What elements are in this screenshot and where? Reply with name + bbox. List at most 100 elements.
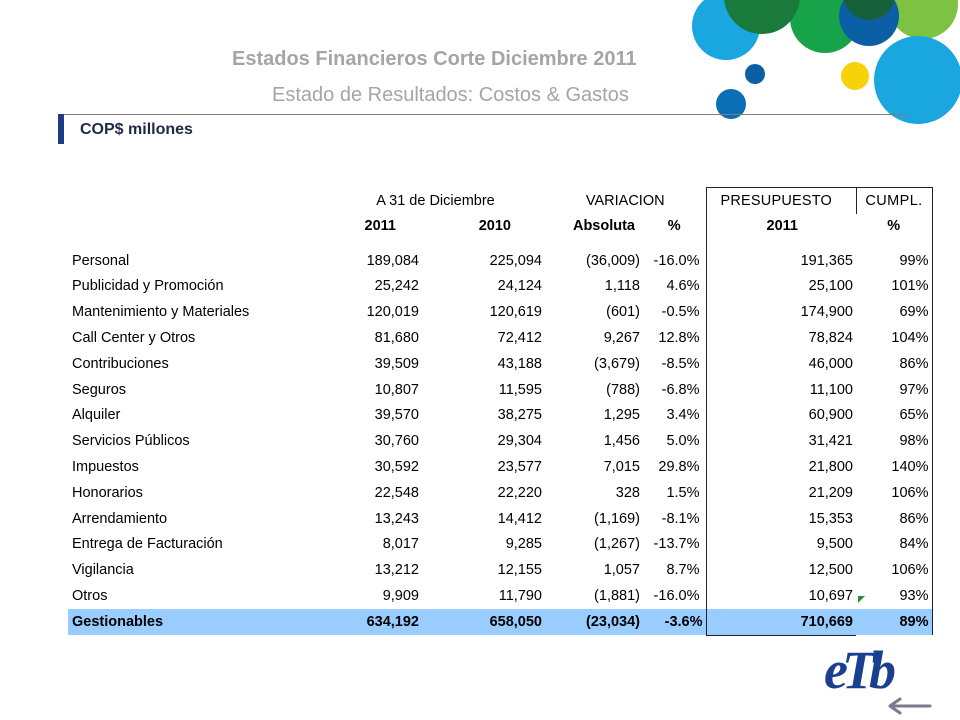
units-accent-bar bbox=[58, 114, 64, 144]
header-variation-group: VARIACION bbox=[585, 192, 665, 209]
compliance-percent: 65% bbox=[856, 402, 933, 429]
variation-percent: 3.4% bbox=[666, 407, 700, 424]
etb-logo: eTb bbox=[824, 640, 901, 700]
value-2011: 25,242 bbox=[374, 278, 419, 295]
sky-blue-large-circle bbox=[874, 36, 960, 124]
compliance-percent: 84% bbox=[856, 531, 933, 558]
value-2010: 23,577 bbox=[497, 459, 542, 476]
value-2011: 10,807 bbox=[374, 381, 419, 398]
page-title: Estados Financieros Corte Diciembre 2011 bbox=[232, 48, 637, 70]
table-row: Call Center y Otros 81,680 72,412 9,267 12.8… bbox=[68, 325, 933, 351]
value-2010: 72,412 bbox=[497, 330, 542, 347]
header-percent: % bbox=[667, 217, 681, 234]
back-arrow-icon[interactable] bbox=[886, 696, 932, 716]
variation-absolute: (601) bbox=[606, 304, 640, 321]
variation-percent: 5.0% bbox=[666, 433, 700, 450]
table-row: Honorarios 22,548 22,220 328 1.5% 21,209 106% bbox=[68, 479, 933, 506]
cell-comment-marker bbox=[858, 596, 865, 603]
variation-percent: -13.7% bbox=[653, 536, 700, 553]
variation-percent: -0.5% bbox=[661, 304, 700, 321]
value-2011: 13,212 bbox=[374, 562, 419, 579]
value-2011: 22,548 bbox=[374, 484, 419, 501]
table-row: Entrega de Facturación 8,017 9,285 (1,267) -… bbox=[68, 531, 933, 558]
table-row: Personal 189,084 225,094 (36,009) -16.0% 191,… bbox=[68, 247, 933, 274]
budget-2011: 10,697 bbox=[705, 583, 856, 609]
row-label: Publicidad y Promoción bbox=[72, 278, 224, 295]
header-row-subheaders: 2011 2010 Absoluta % 2011 % bbox=[68, 213, 933, 238]
budget-2011: 31,421 bbox=[705, 428, 856, 455]
variation-percent: 4.6% bbox=[666, 278, 700, 295]
yellow-circle bbox=[841, 62, 869, 90]
variation-percent: 1.5% bbox=[666, 484, 700, 501]
units-label: COP$ millones bbox=[80, 121, 193, 138]
dark-green-circle bbox=[724, 0, 800, 34]
variation-absolute: 1,295 bbox=[603, 407, 640, 424]
variation-percent: 29.8% bbox=[658, 459, 700, 476]
medium-blue-circle bbox=[716, 89, 746, 119]
header-budget-group: PRESUPUESTO bbox=[705, 186, 856, 214]
variation-absolute: (36,009) bbox=[585, 252, 640, 269]
table-row: Seguros 10,807 11,595 (788) -6.8% 11,100 97% bbox=[68, 376, 933, 403]
budget-2011: 25,100 bbox=[705, 273, 856, 300]
variation-percent: 8.7% bbox=[666, 562, 700, 579]
budget-2011: 12,500 bbox=[705, 557, 856, 584]
variation-absolute: (1,881) bbox=[594, 588, 640, 605]
dark-teal-circle bbox=[843, 0, 895, 20]
budget-2011: 21,800 bbox=[705, 454, 856, 480]
header-period-group: A 31 de Diciembre bbox=[376, 192, 495, 209]
row-label: Personal bbox=[72, 252, 130, 269]
header-compliance-percent: % bbox=[856, 213, 933, 238]
compliance-percent: 86% bbox=[856, 505, 933, 532]
budget-2011: 46,000 bbox=[705, 350, 856, 377]
row-label: Alquiler bbox=[72, 407, 121, 424]
value-2011: 9,909 bbox=[382, 588, 419, 605]
compliance-percent: 89% bbox=[856, 608, 933, 636]
budget-2011: 15,353 bbox=[705, 505, 856, 532]
compliance-percent: 86% bbox=[856, 350, 933, 377]
row-label: Honorarios bbox=[72, 484, 143, 501]
row-label: Seguros bbox=[72, 381, 127, 398]
value-2011: 39,570 bbox=[374, 407, 419, 424]
header-year-2010: 2010 bbox=[478, 217, 511, 234]
table-row: Publicidad y Promoción 25,242 24,124 1,118 4… bbox=[68, 273, 933, 300]
header-row-groups: A 31 de Diciembre VARIACION PRESUPUESTO … bbox=[68, 186, 933, 214]
compliance-percent: 69% bbox=[856, 299, 933, 326]
table-row: Arrendamiento 13,243 14,412 (1,169) -8.1% 15,… bbox=[68, 505, 933, 532]
value-2010: 38,275 bbox=[497, 407, 542, 424]
value-2010: 120,619 bbox=[489, 304, 542, 321]
row-label: Call Center y Otros bbox=[72, 330, 196, 347]
header-divider bbox=[60, 114, 910, 115]
row-label: Gestionables bbox=[68, 608, 326, 636]
budget-2011: 191,365 bbox=[705, 247, 856, 274]
variation-percent: -16.0% bbox=[653, 588, 700, 605]
budget-2011: 9,500 bbox=[705, 531, 856, 558]
variation-absolute: (788) bbox=[606, 381, 640, 398]
compliance-percent: 106% bbox=[856, 557, 933, 584]
header-compliance-group: CUMPL. bbox=[855, 186, 933, 214]
value-2011: 634,192 bbox=[326, 608, 422, 636]
variation-absolute: (23,034) bbox=[545, 608, 643, 636]
value-2010: 14,412 bbox=[497, 510, 542, 527]
compliance-percent: 99% bbox=[856, 247, 933, 274]
budget-2011: 174,900 bbox=[705, 299, 856, 326]
value-2010: 225,094 bbox=[489, 252, 542, 269]
header-year-2011: 2011 bbox=[364, 217, 396, 234]
value-2010: 22,220 bbox=[497, 484, 542, 501]
variation-percent: -16.0% bbox=[653, 252, 700, 269]
row-label: Servicios Públicos bbox=[72, 433, 190, 450]
variation-percent: -8.5% bbox=[661, 355, 700, 372]
row-label: Vigilancia bbox=[72, 562, 134, 579]
variation-percent: -6.8% bbox=[661, 381, 700, 398]
value-2011: 81,680 bbox=[374, 330, 419, 347]
budget-2011: 21,209 bbox=[705, 479, 856, 506]
table-row: Alquiler 39,570 38,275 1,295 3.4% 60,900 65% bbox=[68, 402, 933, 429]
page-subtitle: Estado de Resultados: Costos & Gastos bbox=[272, 84, 629, 106]
variation-percent: 12.8% bbox=[658, 330, 700, 347]
svg-text:eTb: eTb bbox=[824, 640, 895, 700]
budget-2011: 710,669 bbox=[705, 608, 856, 636]
header-absolute: Absoluta bbox=[572, 217, 635, 234]
variation-percent: -8.1% bbox=[661, 510, 700, 527]
value-2010: 11,790 bbox=[498, 588, 542, 605]
value-2010: 658,050 bbox=[422, 608, 545, 636]
value-2011: 30,592 bbox=[374, 459, 419, 476]
